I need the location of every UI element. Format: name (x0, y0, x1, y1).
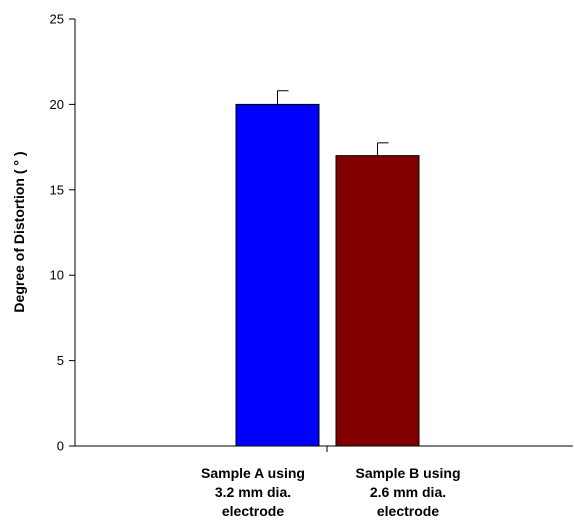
y-tick-label: 0 (57, 439, 64, 454)
x-category-label: Sample B using (355, 465, 460, 481)
x-category-label: Sample A using (201, 465, 305, 481)
y-tick-label: 15 (50, 182, 64, 197)
labels: 0 5 10 15 20 25 Sample A using 3.2 mm dia. elect… (11, 12, 461, 520)
axes (69, 18, 573, 452)
x-category-label: electrode (222, 503, 284, 519)
bars (235, 90, 420, 447)
y-axis-title: Degree of Distortion ( ° ) (11, 151, 27, 312)
x-category-label: 3.2 mm dia. (215, 484, 291, 500)
bar (335, 155, 420, 447)
y-tick-label: 5 (57, 353, 64, 368)
x-category-label: 2.6 mm dia. (370, 484, 446, 500)
y-tick-label: 20 (50, 97, 64, 112)
y-tick-label: 10 (50, 268, 64, 283)
x-category-label: electrode (377, 503, 439, 519)
y-tick-label: 25 (50, 12, 64, 27)
bar (235, 103, 320, 447)
